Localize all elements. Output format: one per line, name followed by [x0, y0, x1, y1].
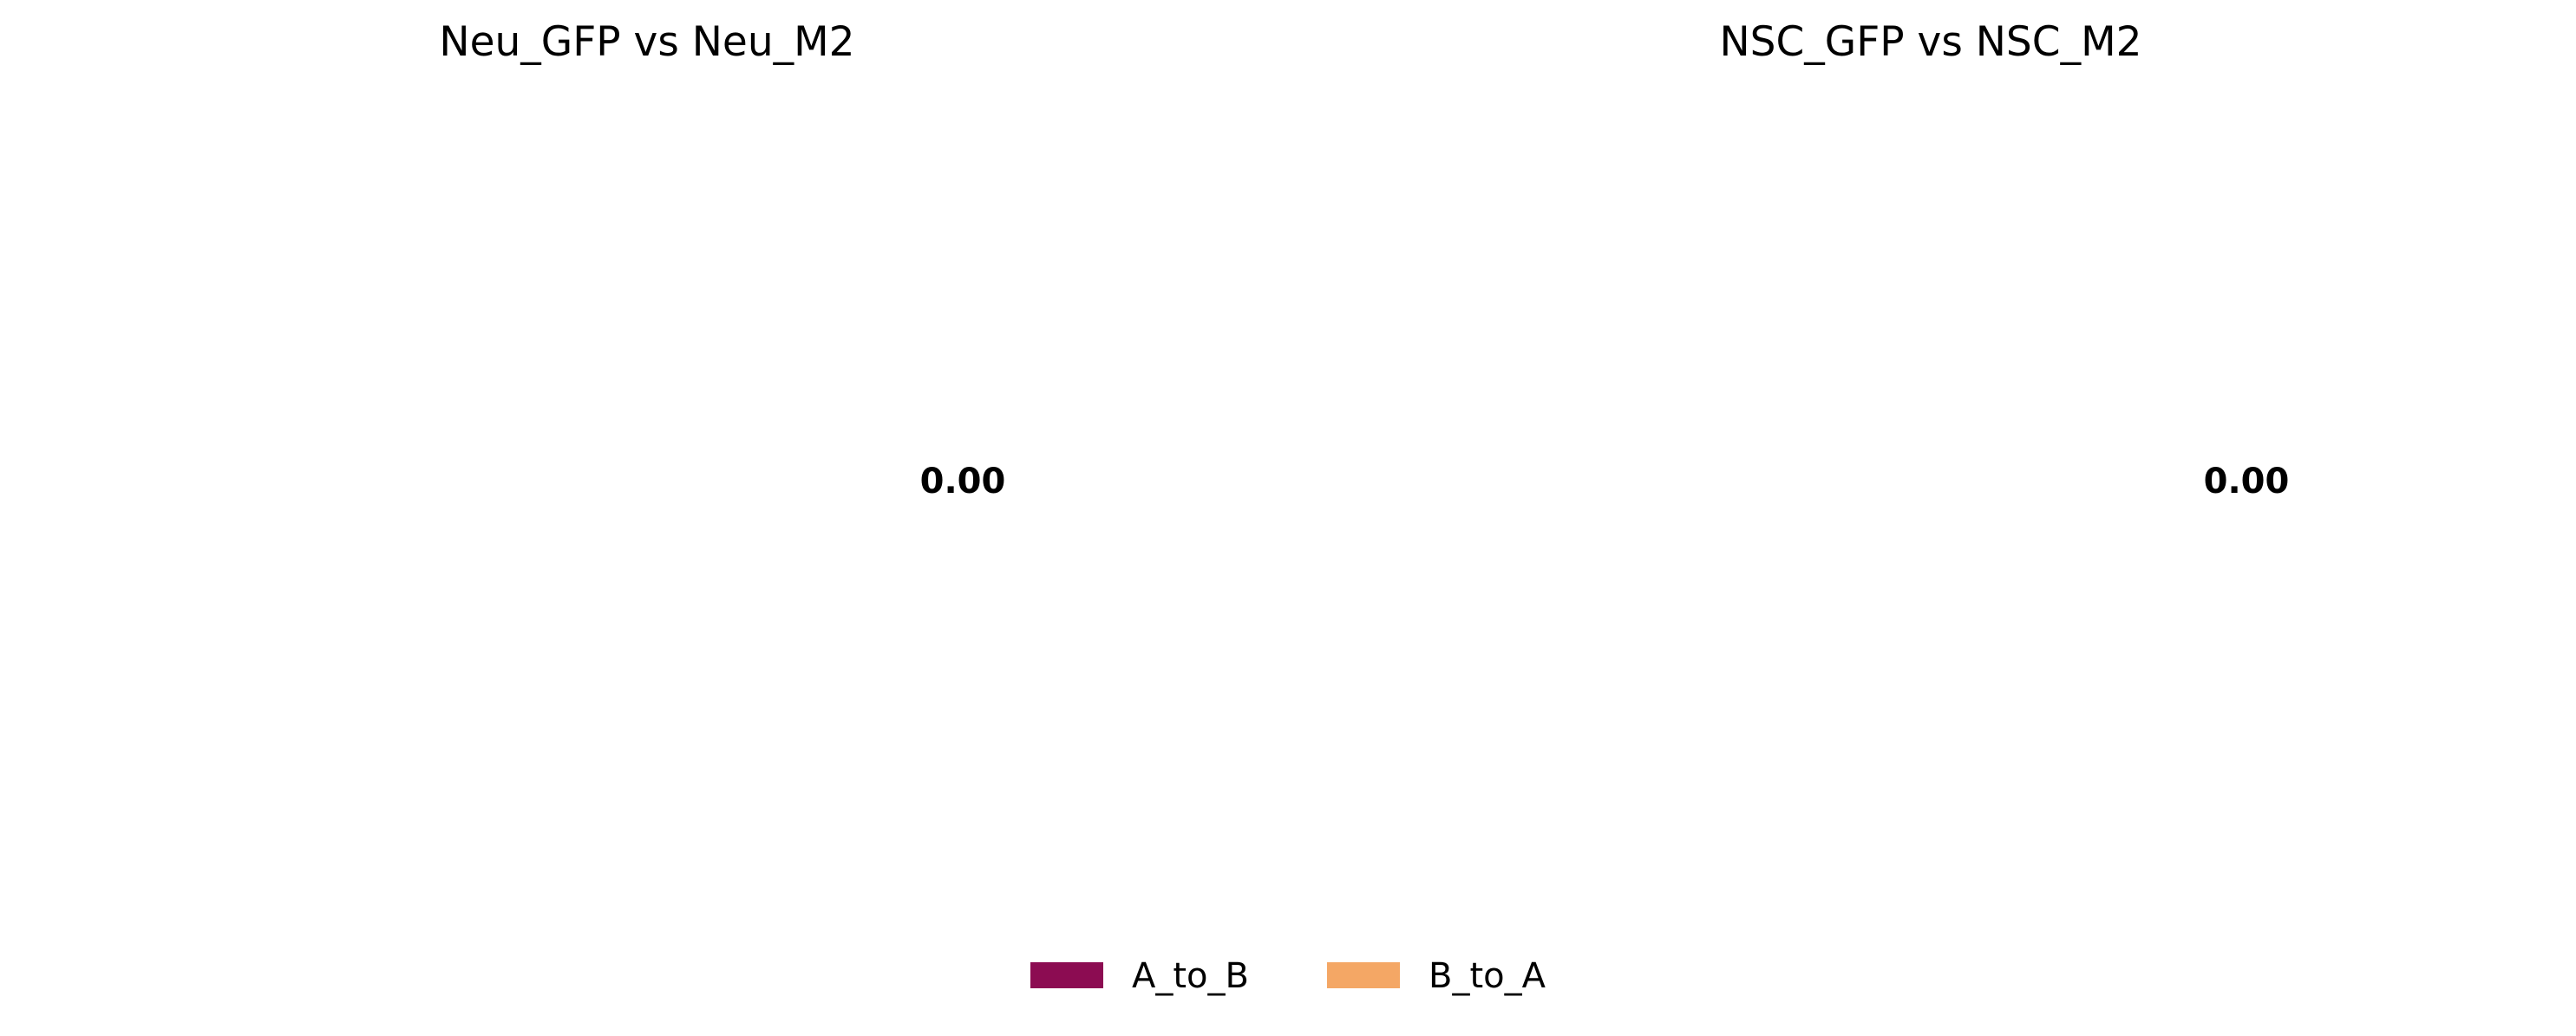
panel-left-value-label: 0.00 — [920, 462, 1006, 502]
panel-left: Neu_GFP vs Neu_M2 0.00 — [439, 18, 1005, 502]
panel-right-value-label: 0.00 — [2204, 462, 2290, 502]
legend-swatch-b-to-a — [1327, 962, 1400, 988]
panel-right-title: NSC_GFP vs NSC_M2 — [1719, 18, 2141, 66]
legend-label-b-to-a: B_to_A — [1429, 956, 1546, 996]
panel-left-title: Neu_GFP vs Neu_M2 — [439, 18, 854, 66]
legend: A_to_B B_to_A — [1030, 956, 1546, 996]
legend-swatch-a-to-b — [1030, 962, 1103, 988]
legend-label-a-to-b: A_to_B — [1132, 956, 1249, 996]
panel-right: NSC_GFP vs NSC_M2 0.00 — [1719, 18, 2289, 502]
